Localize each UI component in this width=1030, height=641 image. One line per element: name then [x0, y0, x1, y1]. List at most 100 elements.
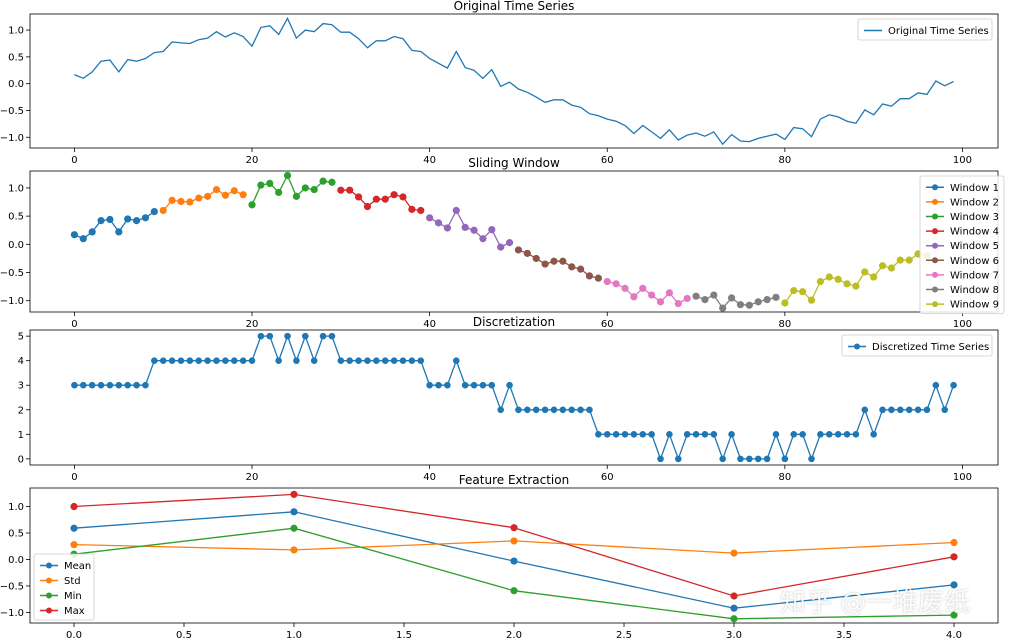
data-point — [603, 277, 611, 286]
x-tick-label: 100 — [953, 155, 972, 166]
data-point — [657, 455, 664, 463]
series-line-window-8 — [695, 294, 777, 310]
data-point — [257, 181, 265, 189]
data-point — [88, 381, 96, 389]
data-point — [354, 193, 363, 201]
data-point — [728, 431, 735, 438]
data-point — [532, 406, 540, 414]
legend-marker — [46, 577, 52, 584]
legend-marker — [46, 607, 52, 614]
data-point — [97, 381, 105, 389]
x-tick-label: 100 — [953, 319, 972, 330]
data-point — [363, 202, 372, 211]
data-point — [523, 249, 531, 257]
series-line-window-5 — [429, 209, 510, 248]
data-point — [710, 431, 718, 438]
data-point — [337, 186, 345, 194]
legend-label: Mean — [64, 561, 91, 572]
data-point — [506, 381, 513, 389]
data-point — [159, 206, 167, 215]
data-point — [266, 332, 274, 340]
data-point — [319, 177, 327, 185]
data-point — [701, 431, 709, 438]
data-point — [452, 357, 460, 364]
legend-marker — [932, 198, 938, 205]
data-point — [275, 357, 282, 364]
data-point — [337, 357, 345, 364]
data-point — [878, 262, 887, 270]
data-point — [452, 206, 460, 215]
data-point — [719, 304, 727, 312]
data-point — [124, 381, 131, 389]
series-line-window-7 — [607, 280, 688, 305]
data-point — [656, 298, 665, 306]
data-point — [132, 217, 141, 225]
series-line-window-9 — [784, 253, 928, 304]
data-point — [639, 284, 647, 292]
data-point — [648, 431, 655, 438]
y-tick-label: 2 — [18, 405, 24, 416]
x-tick-label: 60 — [601, 155, 614, 166]
legend: Window 1 Window 2 Window 3 Window 4 Window 5… — [919, 175, 1005, 314]
data-point — [808, 455, 815, 463]
data-point — [168, 357, 176, 364]
data-point — [887, 264, 896, 272]
data-point — [292, 192, 301, 200]
data-point — [434, 219, 443, 227]
data-point — [515, 406, 522, 414]
data-point — [319, 332, 327, 340]
data-point — [239, 357, 247, 364]
data-point — [470, 381, 478, 389]
series-line-window-1 — [74, 211, 155, 240]
data-point — [870, 431, 877, 438]
data-point — [621, 284, 629, 292]
data-point — [621, 431, 629, 438]
legend-label: Max — [64, 606, 85, 617]
y-tick-label: 0.0 — [8, 240, 24, 251]
watermark: 知乎 @一堆废纸 — [780, 588, 971, 618]
x-tick-label: 20 — [246, 319, 259, 330]
data-point — [950, 553, 958, 561]
data-point — [213, 357, 220, 364]
data-point — [195, 194, 203, 202]
data-point — [372, 195, 380, 203]
legend-marker — [932, 301, 938, 308]
legend-marker — [932, 228, 938, 235]
data-point — [124, 215, 132, 223]
data-point — [745, 301, 753, 309]
data-point — [106, 215, 114, 224]
data-point — [248, 357, 256, 364]
legend-label: Original Time Series — [888, 26, 989, 37]
data-point — [727, 294, 736, 302]
data-point — [941, 406, 949, 414]
y-tick-label: 0 — [18, 454, 24, 465]
x-tick-label: 0 — [71, 319, 77, 330]
data-point — [577, 406, 584, 414]
data-point — [266, 179, 274, 188]
series-line-window-4 — [340, 189, 421, 212]
data-point — [151, 357, 158, 364]
series-line-discretized-time-series — [74, 334, 955, 461]
data-point — [950, 611, 958, 619]
data-point — [399, 357, 407, 364]
data-point — [390, 191, 398, 199]
y-tick-label: −0.5 — [0, 106, 24, 117]
y-tick-label: 0.5 — [8, 529, 24, 540]
data-point — [666, 431, 673, 438]
data-point — [807, 296, 816, 304]
data-point — [914, 406, 922, 414]
data-point — [568, 406, 576, 414]
data-point — [290, 546, 298, 554]
x-tick-label: 0 — [71, 155, 77, 166]
data-point — [541, 260, 549, 268]
data-point — [115, 228, 123, 236]
data-point — [141, 214, 150, 222]
data-point — [426, 214, 434, 222]
panel-discretization: Discretization 0 20 40 60 80 100 0 1 2 3 4 5 Discreti… — [18, 315, 999, 483]
data-point — [230, 187, 238, 195]
data-point — [115, 381, 123, 389]
data-point — [310, 357, 318, 364]
x-tick-label: 1.5 — [396, 630, 412, 641]
data-point — [559, 406, 567, 414]
data-point — [730, 549, 738, 557]
